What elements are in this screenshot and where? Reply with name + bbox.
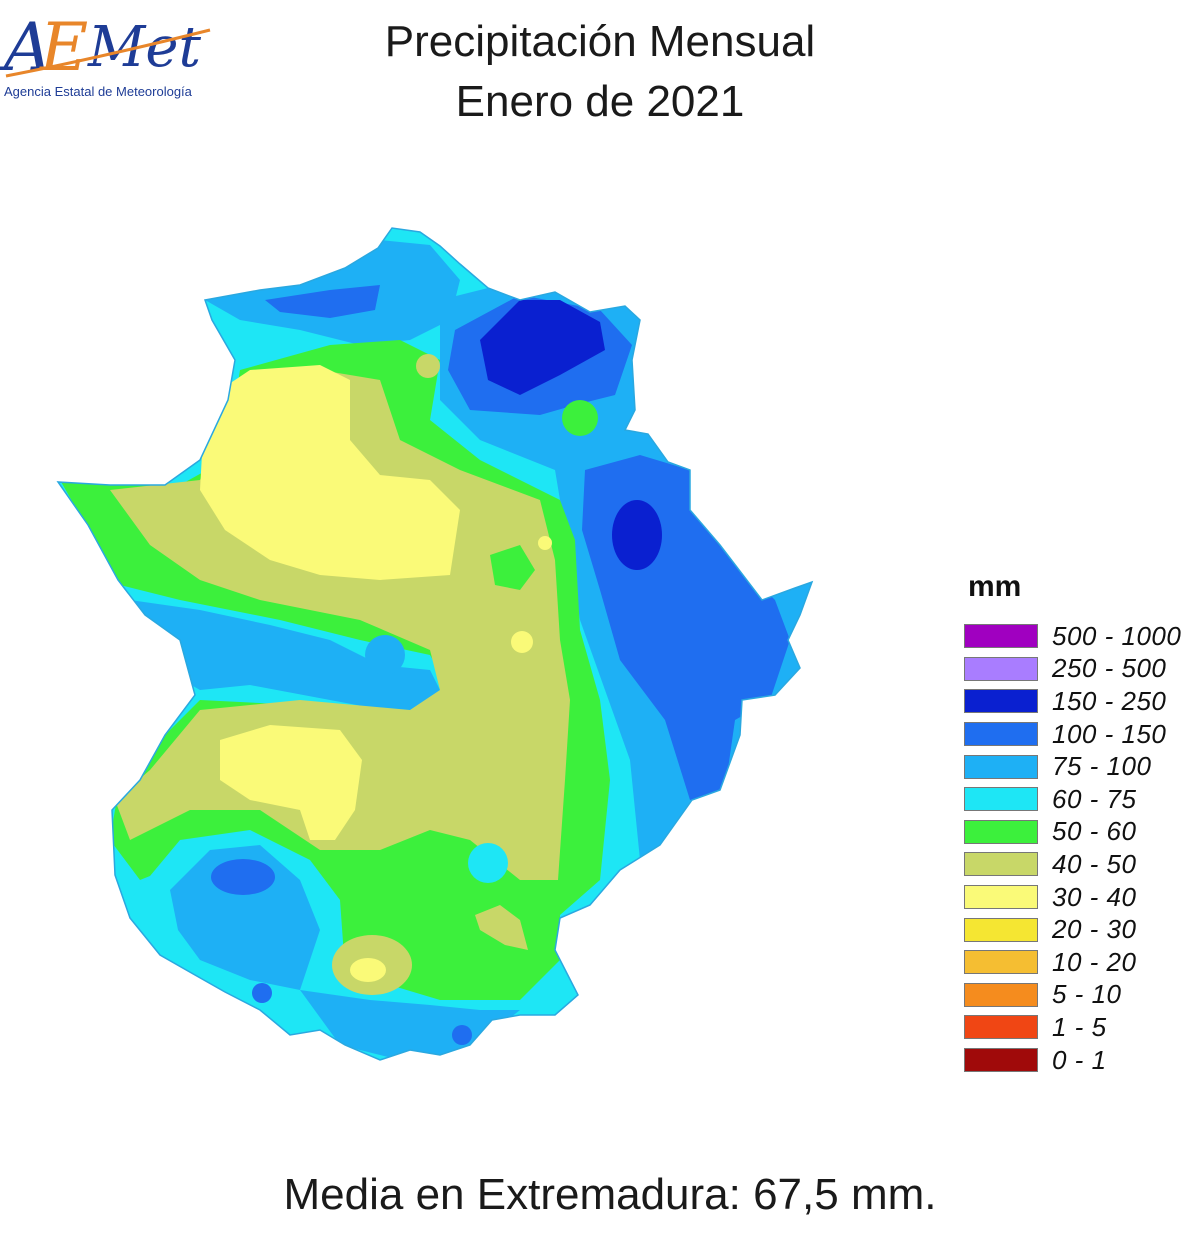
legend-label: 150 - 250 xyxy=(1052,685,1167,716)
legend-swatch xyxy=(964,722,1038,747)
legend-swatch xyxy=(964,950,1038,975)
extremadura-map xyxy=(56,227,814,1061)
legend-item: 150 - 250 xyxy=(960,685,1200,718)
legend-label: 20 - 30 xyxy=(1052,914,1137,945)
legend-item: 0 - 1 xyxy=(960,1044,1200,1077)
footer: Media en Extremadura: 67,5 mm. xyxy=(0,1170,1200,1220)
legend-swatch xyxy=(964,689,1038,714)
legend-label: 5 - 10 xyxy=(1052,979,1122,1010)
legend-swatch xyxy=(964,787,1038,812)
legend-rows: 500 - 1000 250 - 500 150 - 250 100 - 150 75 … xyxy=(960,620,1200,1076)
legend-swatch xyxy=(964,852,1038,877)
legend-label: 40 - 50 xyxy=(1052,848,1137,879)
legend-swatch xyxy=(964,885,1038,910)
precip-zones xyxy=(58,228,812,1060)
legend-swatch xyxy=(964,917,1038,942)
svg-text:E: E xyxy=(39,9,88,86)
legend-label: 500 - 1000 xyxy=(1052,620,1182,651)
legend-label: 250 - 500 xyxy=(1052,653,1167,684)
legend-label: 1 - 5 xyxy=(1052,1011,1107,1042)
map-title: Precipitación Mensual Enero de 2021 xyxy=(300,12,900,132)
legend-label: 10 - 20 xyxy=(1052,946,1137,977)
legend-item: 30 - 40 xyxy=(960,881,1200,914)
aemet-logo: A E Met Agencia Estatal de Meteorología xyxy=(0,0,220,104)
legend-swatch xyxy=(964,819,1038,844)
legend-label: 60 - 75 xyxy=(1052,783,1137,814)
legend-label: 30 - 40 xyxy=(1052,881,1137,912)
svg-text:Agencia Estatal de Meteorologí: Agencia Estatal de Meteorología xyxy=(4,84,193,99)
legend-swatch xyxy=(964,1015,1038,1040)
regional-mean: Media en Extremadura: 67,5 mm. xyxy=(283,1170,937,1219)
legend-item: 100 - 150 xyxy=(960,718,1200,751)
legend-item: 60 - 75 xyxy=(960,783,1200,816)
precipitation-map xyxy=(0,180,900,1080)
title-line-2: Enero de 2021 xyxy=(455,77,745,126)
region-outline xyxy=(56,227,814,1061)
legend-label: 100 - 150 xyxy=(1052,718,1167,749)
legend-label: 0 - 1 xyxy=(1052,1044,1107,1075)
legend-item: 40 - 50 xyxy=(960,848,1200,881)
legend-item: 5 - 10 xyxy=(960,979,1200,1012)
legend-item: 250 - 500 xyxy=(960,653,1200,686)
title-line-1: Precipitación Mensual xyxy=(384,17,816,66)
legend-swatch xyxy=(964,982,1038,1007)
legend-label: 75 - 100 xyxy=(1052,751,1152,782)
legend-item: 10 - 20 xyxy=(960,946,1200,979)
legend-label: 50 - 60 xyxy=(1052,816,1137,847)
legend-unit: mm xyxy=(968,570,1022,603)
legend: mm 500 - 1000 250 - 500 150 - 250 100 - 150… xyxy=(960,570,1200,1076)
legend-swatch xyxy=(964,656,1038,681)
legend-item: 20 - 30 xyxy=(960,913,1200,946)
legend-item: 50 - 60 xyxy=(960,816,1200,849)
legend-item: 500 - 1000 xyxy=(960,620,1200,653)
legend-swatch xyxy=(964,1048,1038,1073)
legend-swatch xyxy=(964,754,1038,779)
legend-item: 75 - 100 xyxy=(960,750,1200,783)
legend-swatch xyxy=(964,624,1038,649)
legend-item: 1 - 5 xyxy=(960,1011,1200,1044)
